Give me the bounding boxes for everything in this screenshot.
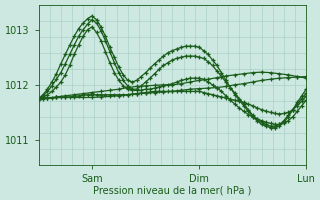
X-axis label: Pression niveau de la mer( hPa ): Pression niveau de la mer( hPa ) bbox=[93, 185, 252, 195]
